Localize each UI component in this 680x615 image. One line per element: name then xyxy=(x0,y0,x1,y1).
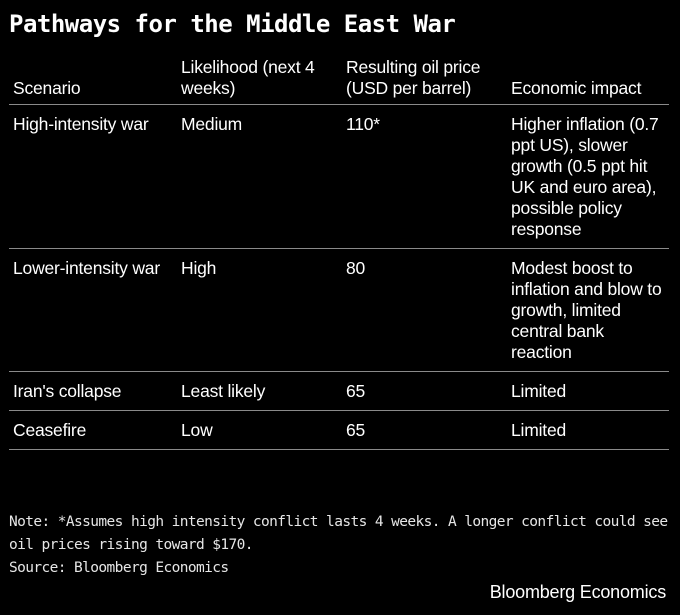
scenarios-table: Scenario Likelihood (next 4 weeks) Resul… xyxy=(9,57,669,450)
table-row: High-intensity war Medium 110* Higher in… xyxy=(9,104,669,249)
table-row: Ceasefire Low 65 Limited xyxy=(9,410,669,450)
oil-price-cell: 65 xyxy=(342,410,507,450)
likelihood-cell: Least likely xyxy=(177,371,342,411)
table-header-row: Scenario Likelihood (next 4 weeks) Resul… xyxy=(9,57,669,105)
scenario-cell: High-intensity war xyxy=(9,104,177,249)
table-row: Iran's collapse Least likely 65 Limited xyxy=(9,371,669,411)
scenario-cell: Lower-intensity war xyxy=(9,248,177,372)
likelihood-cell: Low xyxy=(177,410,342,450)
impact-cell: Limited xyxy=(507,410,669,450)
note-text: Note: *Assumes high intensity conflict l… xyxy=(9,514,668,553)
table-row: Lower-intensity war High 80 Modest boost… xyxy=(9,248,669,372)
impact-cell: Limited xyxy=(507,371,669,411)
column-header-likelihood: Likelihood (next 4 weeks) xyxy=(177,57,342,105)
oil-price-cell: 80 xyxy=(342,248,507,372)
impact-cell: Modest boost to inflation and blow to gr… xyxy=(507,248,669,372)
column-header-oil-price: Resulting oil price (USD per barrel) xyxy=(342,57,507,105)
likelihood-cell: High xyxy=(177,248,342,372)
page-title: Pathways for the Middle East War xyxy=(9,10,456,38)
brand-logo-text: Bloomberg Economics xyxy=(489,582,666,602)
footnotes: Note: *Assumes high intensity conflict l… xyxy=(9,511,674,580)
oil-price-cell: 65 xyxy=(342,371,507,411)
likelihood-cell: Medium xyxy=(177,104,342,249)
column-header-economic-impact: Economic impact xyxy=(507,57,669,105)
scenario-cell: Iran's collapse xyxy=(9,371,177,411)
column-header-scenario: Scenario xyxy=(9,57,177,105)
scenario-cell: Ceasefire xyxy=(9,410,177,450)
source-text: Source: Bloomberg Economics xyxy=(9,560,229,576)
impact-cell: Higher inflation (0.7 ppt US), slower gr… xyxy=(507,104,669,249)
oil-price-cell: 110* xyxy=(342,104,507,249)
